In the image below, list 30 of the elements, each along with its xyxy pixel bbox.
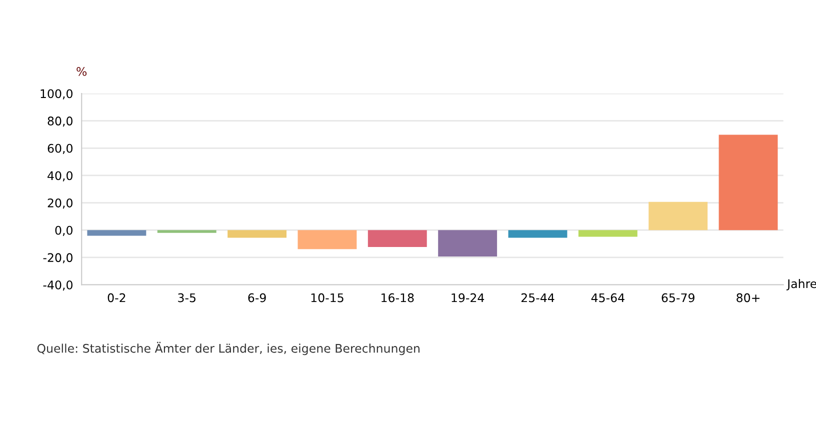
y-tick-label: 100,0 (40, 89, 72, 100)
x-tick-label: 65-79 (662, 293, 694, 302)
x-tick-label: 6-9 (248, 293, 266, 302)
bar (438, 230, 498, 256)
x-tick-label: 19-24 (452, 293, 484, 302)
y-tick-label: -20,0 (43, 253, 72, 264)
x-tick-label: 10-15 (311, 293, 344, 302)
bar (718, 134, 778, 230)
x-tick-label: 3-5 (178, 293, 196, 302)
bar (508, 230, 568, 238)
bar (648, 202, 708, 230)
x-tick-label: 0-2 (108, 293, 126, 302)
bar (578, 230, 638, 237)
x-tick-label: 45-64 (591, 293, 624, 302)
source-note: Quelle: Statistische Ämter der Länder, ies, eigene Berechnungen (37, 342, 420, 356)
x-tick-label: 16-18 (382, 293, 414, 302)
y-tick-label: 0,0 (55, 226, 72, 236)
bar (87, 230, 146, 236)
y-tick-label: 60,0 (48, 144, 72, 154)
y-tick-label: 20,0 (48, 198, 72, 209)
x-tick-label: 25-44 (521, 293, 554, 302)
x-tick-label: 80+ (736, 293, 760, 302)
bar (298, 230, 357, 250)
bar (228, 230, 287, 238)
y-tick-label: -40,0 (43, 280, 72, 291)
y-tick-label: 40,0 (48, 171, 72, 182)
bar (157, 230, 216, 233)
y-axis-title: % (76, 66, 87, 76)
bar (368, 230, 427, 248)
y-tick-label: 80,0 (48, 116, 72, 127)
